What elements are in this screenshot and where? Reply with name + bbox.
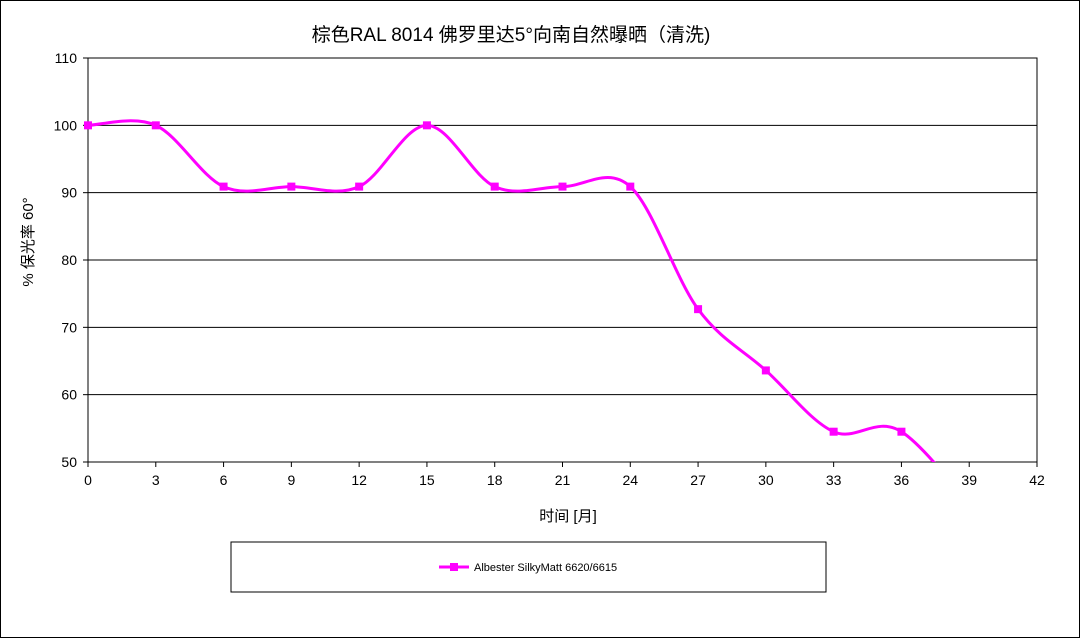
x-tick-label: 21 (555, 472, 571, 488)
data-point (829, 427, 838, 436)
x-tick-label: 27 (690, 472, 706, 488)
legend: Albester SilkyMatt 6620/6615 (230, 541, 827, 593)
data-point (558, 182, 567, 191)
data-point (287, 182, 296, 191)
legend-marker-swatch (450, 563, 458, 571)
data-point (422, 121, 431, 130)
data-point (84, 121, 92, 130)
x-tick-label: 0 (84, 472, 92, 488)
x-tick-label: 33 (826, 472, 842, 488)
data-point (761, 366, 770, 375)
x-tick-label: 15 (419, 472, 435, 488)
data-point (151, 121, 160, 130)
y-axis-ticks: 50 60 70 80 90 100 110 (54, 50, 88, 470)
x-tick-label: 30 (758, 472, 774, 488)
data-point (219, 182, 228, 191)
x-tick-label: 39 (961, 472, 977, 488)
x-tick-label: 24 (622, 472, 638, 488)
chart-title: 棕色RAL 8014 佛罗里达5°向南自然曝晒（清洗) (312, 24, 711, 46)
y-tick-label: 110 (55, 50, 78, 66)
y-tick-label: 60 (61, 387, 77, 403)
x-tick-label: 9 (287, 472, 295, 488)
y-tick-label: 100 (54, 117, 78, 133)
legend-label: Albester SilkyMatt 6620/6615 (474, 562, 617, 574)
x-tick-label: 36 (894, 472, 910, 488)
data-point (355, 182, 364, 191)
x-axis-label: 时间 [月] (539, 508, 597, 525)
y-tick-label: 50 (61, 454, 77, 470)
x-tick-label: 12 (351, 472, 367, 488)
x-tick-label: 18 (487, 472, 503, 488)
y-tick-label: 90 (61, 185, 77, 201)
data-point (694, 305, 703, 314)
legend-box (230, 541, 827, 593)
gridlines (88, 124, 1037, 396)
x-tick-label: 6 (220, 472, 228, 488)
x-tick-label: 3 (152, 472, 160, 488)
y-axis-label: % 保光率 60° (20, 197, 37, 286)
x-axis-ticks: 0 3 6 9 12 15 18 21 24 27 30 33 36 39 42 (84, 462, 1045, 488)
data-point (490, 182, 499, 191)
data-point (626, 182, 635, 191)
series-markers (84, 121, 906, 436)
y-tick-label: 70 (61, 319, 77, 335)
y-tick-label: 80 (61, 252, 77, 268)
x-tick-label: 42 (1029, 472, 1045, 488)
data-point (897, 427, 906, 436)
